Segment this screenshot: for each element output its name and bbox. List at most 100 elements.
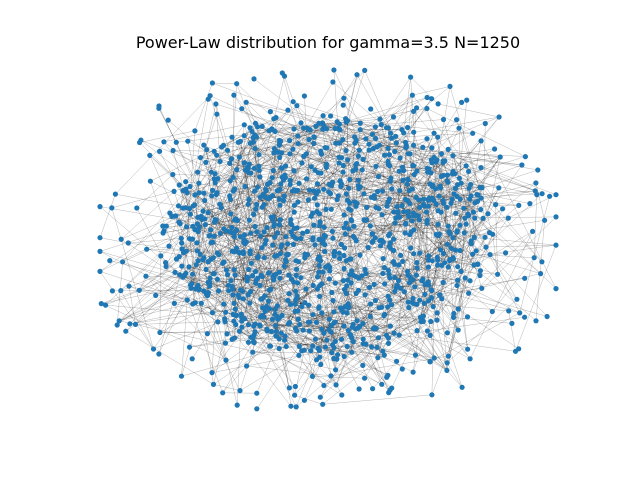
graph-node — [445, 223, 451, 229]
graph-edge — [298, 122, 361, 184]
graph-edge — [214, 178, 221, 234]
graph-edge — [354, 136, 538, 171]
graph-node — [279, 312, 285, 319]
graph-node — [419, 313, 425, 320]
graph-node — [316, 120, 322, 126]
graph-edge — [372, 361, 397, 389]
graph-node — [396, 262, 402, 268]
plot-title: Power-Law distribution for gamma=3.5 N=1… — [135, 33, 521, 52]
graph-edge — [410, 76, 439, 105]
graph-edge — [165, 238, 193, 267]
graph-node — [378, 243, 384, 249]
graph-node — [411, 251, 417, 257]
graph-edge — [432, 162, 444, 186]
graph-edge — [198, 183, 220, 205]
graph-edge — [397, 265, 442, 286]
graph-node — [153, 292, 159, 298]
graph-node — [252, 268, 259, 275]
graph-edge — [234, 157, 240, 190]
graph-node — [328, 373, 334, 379]
graph-node — [331, 355, 337, 362]
graph-node — [318, 361, 324, 367]
graph-node — [426, 166, 432, 172]
graph-edge — [214, 219, 280, 237]
graph-edge — [208, 292, 313, 347]
graph-edge — [181, 99, 209, 244]
graph-edge — [469, 231, 533, 359]
graph-edge — [383, 286, 415, 316]
graph-edge — [187, 299, 223, 393]
graph-edge — [198, 251, 233, 290]
graph-node — [376, 335, 382, 341]
graph-node — [263, 237, 269, 243]
graph-node — [144, 246, 150, 252]
graph-node — [349, 268, 355, 274]
graph-edge — [185, 181, 235, 190]
graph-node — [467, 356, 473, 362]
graph-edge — [295, 282, 410, 301]
graph-edge — [322, 129, 326, 148]
graph-edge — [150, 181, 177, 260]
graph-edge — [253, 209, 327, 215]
graph-edge — [279, 224, 287, 255]
graph-node — [211, 176, 217, 182]
graph-node — [414, 260, 420, 266]
graph-edge — [383, 133, 435, 243]
graph-node — [215, 319, 221, 325]
graph-node — [251, 323, 257, 329]
graph-edge — [145, 276, 219, 323]
graph-node — [424, 136, 430, 142]
graph-edge — [216, 118, 274, 195]
graph-node — [326, 276, 332, 282]
graph-node — [228, 156, 235, 162]
graph-node — [386, 390, 392, 396]
graph-node — [466, 290, 472, 296]
graph-edge — [200, 126, 258, 158]
graph-node — [487, 252, 493, 258]
graph-node — [360, 336, 366, 342]
graph-node — [317, 223, 323, 229]
graph-node — [440, 279, 446, 286]
graph-node — [210, 255, 216, 261]
graph-node — [245, 322, 252, 328]
graph-node — [293, 258, 299, 264]
graph-node — [468, 241, 474, 247]
graph-node — [296, 343, 302, 349]
graph-edge — [359, 190, 400, 256]
graph-node — [478, 195, 484, 201]
graph-node — [156, 105, 162, 111]
graph-node — [405, 124, 411, 131]
graph-node — [470, 251, 476, 257]
graph-node — [486, 230, 493, 236]
graph-edge — [330, 74, 358, 117]
graph-node — [362, 375, 368, 381]
graph-node — [233, 216, 239, 222]
graph-node — [244, 165, 250, 171]
graph-node — [516, 202, 522, 208]
graph-node — [321, 224, 327, 230]
graph-node — [109, 205, 115, 211]
graph-node — [227, 178, 233, 184]
graph-node — [274, 313, 280, 319]
graph-node — [362, 292, 368, 298]
graph-edge — [234, 269, 263, 299]
graph-edge — [231, 137, 275, 227]
graph-edge — [407, 178, 453, 200]
graph-edge — [302, 186, 341, 234]
graph-edge — [365, 344, 383, 385]
graph-node — [205, 210, 211, 216]
graph-node — [450, 153, 456, 159]
graph-edge — [297, 135, 336, 144]
graph-node — [331, 67, 337, 73]
graph-node — [200, 208, 206, 214]
graph-node — [197, 251, 203, 257]
graph-edge — [185, 151, 215, 182]
graph-node — [97, 204, 103, 210]
graph-edge — [423, 244, 448, 322]
graph-node — [172, 269, 178, 275]
graph-edge — [455, 188, 530, 204]
graph-node — [389, 186, 395, 192]
graph-node — [404, 268, 411, 274]
graph-node — [239, 318, 245, 324]
graph-edge — [247, 247, 263, 278]
